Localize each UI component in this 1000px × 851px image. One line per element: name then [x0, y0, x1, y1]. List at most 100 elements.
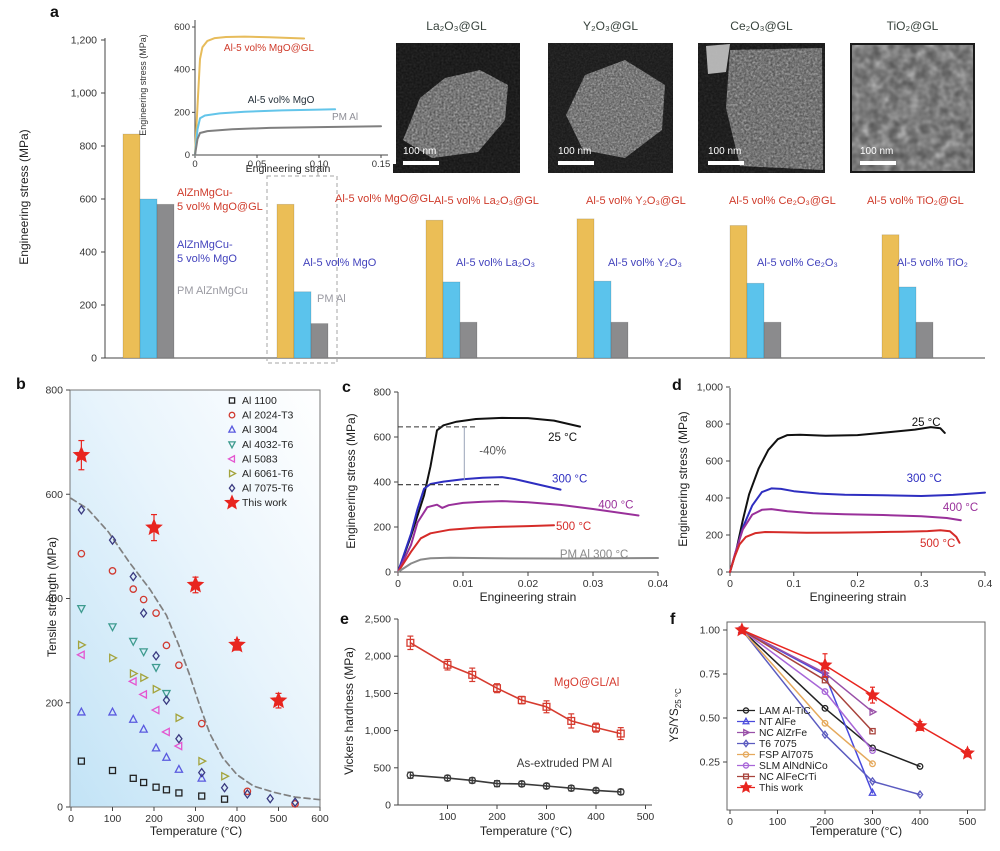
- sem-scalebar: [860, 161, 896, 165]
- curve-label: Al-5 vol% MgO@GL: [224, 43, 315, 54]
- legend-label: NC AlZrFe: [759, 728, 807, 739]
- bar-group-label-red: Al-5 vol% TiO₂@GL: [867, 195, 964, 207]
- sem-scalebar-label: 100 nm: [860, 146, 894, 157]
- y-tick-label: 200: [45, 697, 63, 709]
- series-Al 3004: [76, 706, 207, 782]
- panel-d-ylabel: Engineering stress (MPa): [676, 411, 690, 547]
- x-tick-label: 200: [488, 811, 506, 823]
- y-tick-label: 0: [385, 800, 391, 812]
- y-tick-label: 1.00: [700, 625, 721, 637]
- y-tick-label: 0: [185, 150, 190, 161]
- y-tick-label: 400: [174, 65, 190, 76]
- panel-a-inset-ylabel: Engineering stress (MPa): [138, 34, 148, 136]
- panel-b-xlabel: Temperature (°C): [149, 824, 243, 838]
- x-tick-label: 500: [637, 811, 655, 823]
- sem-scalebar: [708, 161, 744, 165]
- curve-label: 400 °C: [598, 500, 633, 512]
- y-tick-label: 2,500: [365, 614, 391, 626]
- sem-scalebar-label: 100 nm: [558, 146, 592, 157]
- x-tick-label: 0: [68, 813, 74, 825]
- panel-c-chart: 0 0.01 0.02 0.03 0.04 0 200 400 600 800 25 °C 300 °…: [373, 387, 668, 591]
- legend-label: SLM AlNdNiCo: [759, 761, 828, 772]
- bar-group-label-red: Al-5 vol% Ce₂O₃@GL: [729, 195, 836, 207]
- sem-image-la2o3gl: [393, 43, 520, 173]
- legend-label: Al 1100: [242, 395, 277, 407]
- bar-group-label-blue: Al-5 vol% MgO: [303, 257, 377, 269]
- curve-label: 300 °C: [552, 474, 587, 486]
- panel-a-inset-chart: 0 0.05 0.10 0.15 0 200 400 600 Al-5 vol% MgO@GL A…: [150, 14, 396, 170]
- y-tick-label: 600: [174, 22, 190, 33]
- y-tick-label: 400: [705, 493, 723, 505]
- y-tick-label: 0.75: [700, 669, 721, 681]
- legend-label: NC AlFeCrTi: [759, 772, 816, 783]
- legend-label: Al 5083: [242, 453, 278, 465]
- bar-group-label-blue: Al-5 vol% La₂O₃: [456, 257, 536, 269]
- y-tick-label: 800: [705, 419, 723, 431]
- y-tick-label: 1,000: [365, 725, 391, 737]
- x-tick-label: 100: [104, 813, 122, 825]
- curve-label: 300 °C: [907, 473, 942, 485]
- x-tick-label: 0: [727, 578, 733, 590]
- x-tick-label: 300: [187, 813, 205, 825]
- series-MgO@GL/Al: [406, 635, 625, 741]
- legend-label: LAM Al-TiC: [759, 706, 811, 717]
- curve-label: 400 °C: [943, 502, 978, 514]
- x-tick-label: 0.01: [453, 578, 474, 590]
- panel-f-chart: 0 100 200 300 400 500 1.00 0.75 0.50 0.25 LAM Al-T…: [700, 621, 986, 828]
- panel-b-legend: Al 1100 Al 2024-T3 Al 3004 Al 4032-T6 Al 508…: [224, 395, 294, 510]
- series-This work: [72, 439, 288, 709]
- x-tick-label: 0.10: [310, 159, 329, 170]
- sem-title-y2o3: Y₂O₃@GL: [582, 19, 639, 33]
- panel-f-ylabel-sub: 25 °C: [674, 688, 684, 709]
- legend-label: Al 3004: [242, 424, 278, 436]
- y-tick-label: 1,500: [365, 688, 391, 700]
- x-tick-label: 0.15: [372, 159, 391, 170]
- y-tick-label: 1,000: [697, 382, 723, 394]
- legend-label: Al 2024-T3: [242, 410, 294, 422]
- x-tick-label: 0.1: [786, 578, 801, 590]
- x-tick-label: 400: [228, 813, 246, 825]
- panel-f-xlabel: Temperature (°C): [809, 824, 903, 838]
- legend-label: NT AlFe: [759, 717, 796, 728]
- series-Al 7075-T6: [77, 504, 299, 808]
- x-tick-label: 0.05: [248, 159, 267, 170]
- y-tick-label: 400: [79, 247, 97, 259]
- annotation: -40%: [479, 446, 506, 458]
- bar-group-label-gray: PM AlZnMgCu: [177, 285, 248, 297]
- curve-label: 500 °C: [920, 538, 955, 550]
- y-tick-label: 0: [91, 353, 97, 365]
- panel-d-chart: 0 0.1 0.2 0.3 0.4 0 200 400 600 800 1,000 25 °C 300 …: [697, 382, 993, 591]
- x-tick-label: 0.3: [914, 578, 929, 590]
- panel-e-ylabel: Vickers hardness (MPa): [342, 647, 356, 775]
- y-tick-label: 400: [45, 593, 63, 605]
- legend-label: This work: [759, 783, 804, 794]
- panel-a-bar-chart: 0 200 400 600 800 1,000 1,200: [71, 35, 985, 365]
- series-Al 5083: [75, 650, 183, 751]
- x-tick-label: 300: [538, 811, 556, 823]
- sem-image-y2o3gl: [548, 43, 673, 173]
- y-tick-label: 2,000: [365, 651, 391, 663]
- bar-group-label-blue: AlZnMgCu- 5 vol% MgO: [177, 239, 237, 265]
- sem-title-tio2: TiO₂@GL: [886, 19, 939, 33]
- y-tick-label: 800: [79, 141, 97, 153]
- bar-group-label-blue: Al-5 vol% TiO₂: [897, 257, 968, 269]
- bar-group-label-red: Al-5 vol% MgO@GL: [335, 193, 435, 205]
- x-tick-label: 0.04: [648, 578, 669, 590]
- sem-scalebar: [558, 161, 594, 165]
- y-tick-label: 0: [57, 802, 63, 814]
- curve-label: 25 °C: [548, 432, 577, 444]
- sem-image-ce2o3gl: [698, 43, 825, 173]
- y-tick-label: 800: [45, 385, 63, 397]
- series-As-extruded PM Al: [406, 771, 625, 796]
- panel-e-chart: 100 200 300 400 500 0 500 1,000 1,500 2,000 2,500 M…: [365, 614, 655, 824]
- x-tick-label: 100: [439, 811, 457, 823]
- x-tick-label: 0.03: [583, 578, 604, 590]
- legend-label: T6 7075: [759, 739, 797, 750]
- series-Al 4032-T6: [76, 604, 172, 699]
- y-tick-label: 200: [705, 530, 723, 542]
- x-tick-label: 0: [395, 578, 401, 590]
- curve-label: Al-5 vol% MgO: [248, 95, 315, 106]
- x-tick-label: 0: [727, 816, 733, 828]
- bar-group-label-red: Al-5 vol% La₂O₃@GL: [434, 195, 539, 207]
- legend-label: Al 4032-T6: [242, 439, 294, 451]
